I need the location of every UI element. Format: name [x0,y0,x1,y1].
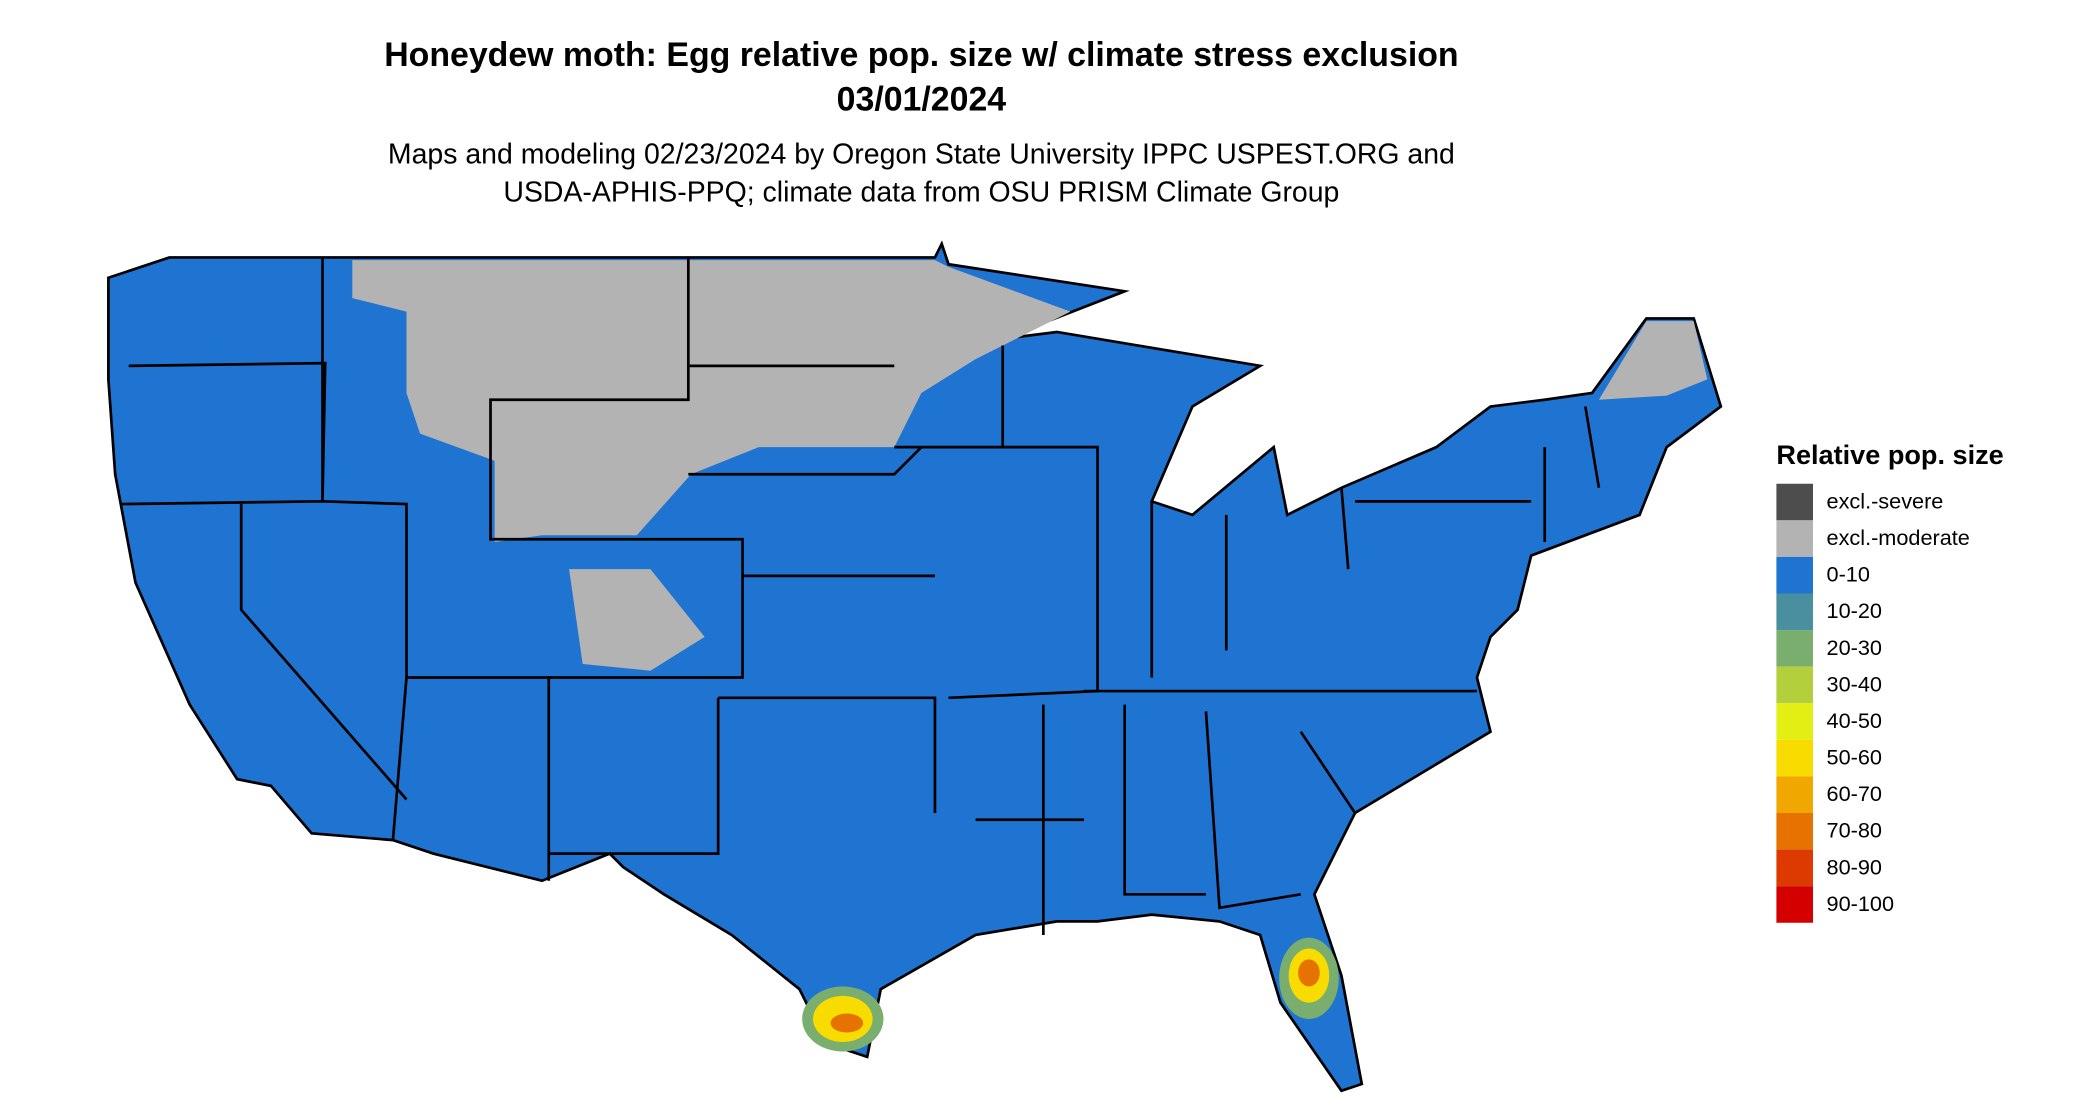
legend-swatch [1776,483,1813,521]
legend-label: excl.-moderate [1827,525,1970,550]
map-date: 03/01/2024 [837,81,1007,119]
excluded-maine [1598,321,1708,400]
scaled-layer: Honeydew moth: Egg relative pop. size w/… [107,36,2004,1093]
legend-label: 0-10 [1827,562,1870,587]
legend-label: 10-20 [1827,598,1882,623]
legend-label: 80-90 [1827,854,1882,879]
legend-swatch [1776,556,1813,594]
legend-swatch [1776,520,1813,557]
state-borders [121,257,1601,935]
hotspot-texas [802,986,884,1052]
legend-label: excl.-severe [1827,488,1944,513]
hotspot-florida [1279,937,1339,1019]
subtitle-line: Maps and modeling 02/23/2024 by Oregon S… [388,138,1455,170]
legend-swatch [1776,813,1813,850]
legend-swatch [1776,886,1813,923]
excluded-north [352,260,1071,542]
legend-swatch [1776,630,1813,667]
excluded-colorado [569,569,705,671]
legend-label: 20-30 [1827,635,1882,660]
legend-label: 60-70 [1827,781,1882,806]
legend-swatch [1776,849,1813,887]
legend-swatch [1776,739,1813,777]
map [107,240,1723,1093]
legend-label: 90-100 [1827,891,1894,916]
subtitle-line: USDA-APHIS-PPQ; climate data from OSU PR… [503,176,1339,208]
legend-swatch [1776,776,1813,813]
legend-title: Relative pop. size [1776,439,2003,470]
map-title: Honeydew moth: Egg relative pop. size w/… [384,36,1458,74]
legend-swatch [1776,703,1813,740]
legend-label: 30-40 [1827,671,1882,696]
legend: Relative pop. size excl.-severe excl.-mod… [1776,439,2004,923]
legend-label: 50-60 [1827,745,1882,770]
legend-label: 40-50 [1827,708,1882,733]
legend-label: 70-80 [1827,818,1882,843]
legend-swatch [1776,593,1813,631]
legend-swatch [1776,666,1813,704]
